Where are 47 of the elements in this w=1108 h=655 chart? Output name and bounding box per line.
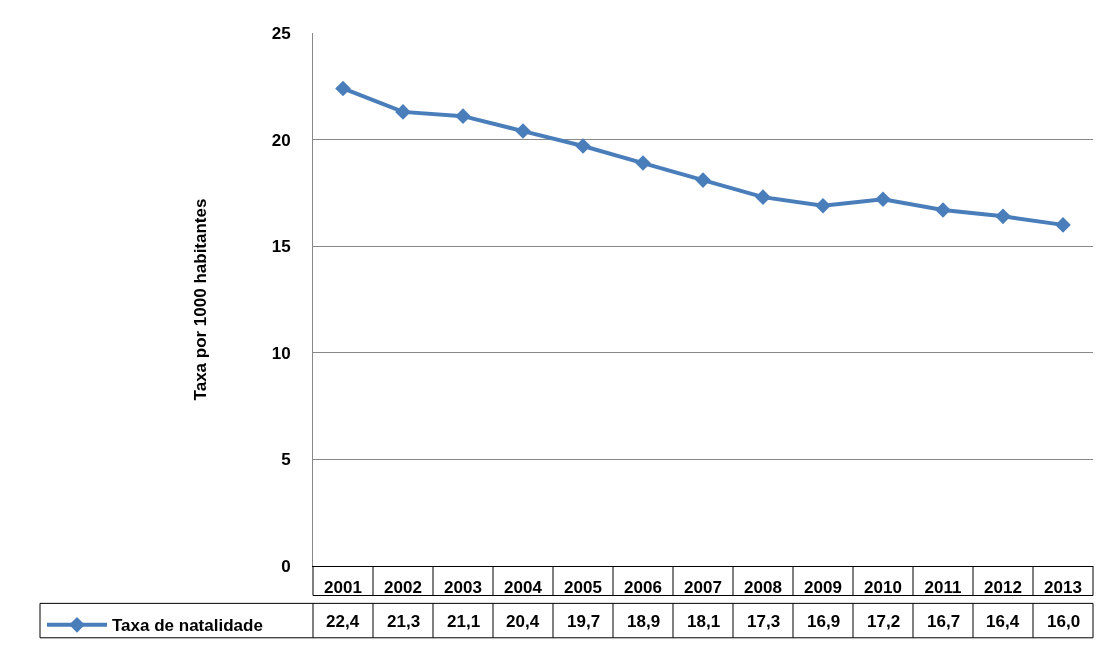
y-axis-title: Taxa por 1000 habitantes xyxy=(191,198,211,401)
data-label: 16,7 xyxy=(927,612,961,631)
y-tick-label: 25 xyxy=(271,23,291,43)
point xyxy=(455,108,471,124)
data-label: 21,1 xyxy=(447,612,481,631)
point xyxy=(755,189,771,205)
x-tick-label: 2007 xyxy=(684,578,722,598)
point xyxy=(995,208,1011,225)
y-tick-label: 20 xyxy=(271,130,291,150)
point xyxy=(515,123,531,139)
y-tick-label: 5 xyxy=(281,450,291,470)
point xyxy=(695,172,711,188)
x-tick-label: 2012 xyxy=(984,578,1022,598)
y-tick-label: 0 xyxy=(281,556,291,576)
x-tick-label: 2010 xyxy=(864,578,902,598)
x-tick-label: 2003 xyxy=(444,578,482,598)
data-label: 16,4 xyxy=(986,612,1020,631)
x-tick-label: 2004 xyxy=(504,578,543,598)
legend-label: Taxa de natalidade xyxy=(112,616,263,636)
point xyxy=(815,197,831,214)
point xyxy=(875,191,891,208)
x-tick-label: 2005 xyxy=(564,578,602,598)
x-tick-label: 2002 xyxy=(384,578,422,598)
y-tick-label: 15 xyxy=(271,237,291,257)
point xyxy=(335,80,351,97)
data-label: 18,9 xyxy=(627,612,661,631)
x-tick-label: 2001 xyxy=(324,578,362,598)
x-tick-label: 2008 xyxy=(744,578,782,598)
point xyxy=(575,138,591,154)
point xyxy=(395,104,411,120)
data-label: 21,3 xyxy=(387,612,421,631)
x-tick-label: 2006 xyxy=(624,578,662,598)
data-label: 17,3 xyxy=(747,612,781,631)
data-label: 17,2 xyxy=(867,612,901,631)
data-label: 18,1 xyxy=(687,612,721,631)
x-tick-label: 2011 xyxy=(924,578,962,598)
x-tick-label: 2013 xyxy=(1044,578,1082,598)
data-label: 19,7 xyxy=(567,612,601,631)
point xyxy=(935,202,951,218)
data-label: 22,4 xyxy=(326,612,360,631)
data-label: 16,9 xyxy=(807,612,841,631)
x-tick-label: 2009 xyxy=(804,578,842,598)
point xyxy=(1055,217,1071,233)
point xyxy=(635,155,651,171)
data-label: 16,0 xyxy=(1047,612,1081,631)
data-label: 20,4 xyxy=(506,612,540,631)
y-tick-label: 10 xyxy=(271,343,291,363)
